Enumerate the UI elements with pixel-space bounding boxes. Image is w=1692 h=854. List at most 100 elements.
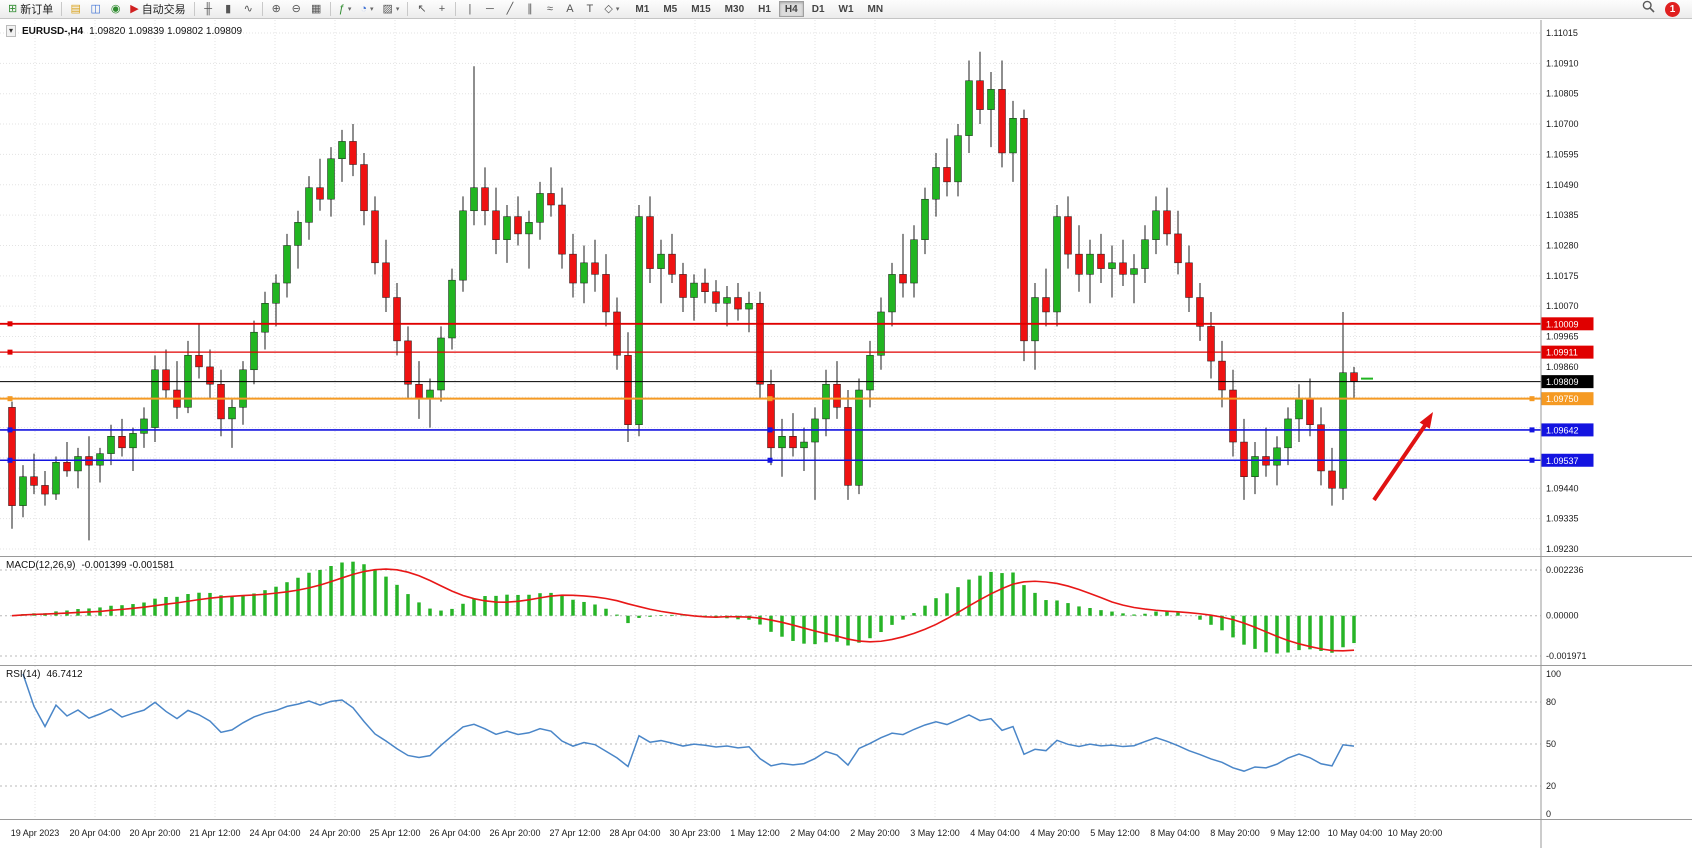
periods-button[interactable]: ◔ ▾ bbox=[356, 1, 377, 18]
candle bbox=[877, 311, 885, 356]
timeframe-m5[interactable]: M5 bbox=[657, 1, 683, 17]
axes[interactable]: 1.11015 1.10910 1.10805 1.10700 1.10595 1.104… bbox=[11, 28, 1587, 838]
shapes-button[interactable]: ◇ ▾ bbox=[600, 1, 623, 18]
candle bbox=[1097, 253, 1105, 269]
line-handle[interactable] bbox=[1529, 396, 1535, 402]
trendline-button[interactable]: ╱ bbox=[500, 1, 519, 18]
crosshair-button[interactable]: + bbox=[432, 1, 451, 18]
candle bbox=[206, 366, 214, 385]
chart-collapse-icon[interactable]: ▾ bbox=[6, 25, 17, 37]
line-handle[interactable] bbox=[767, 396, 773, 402]
data-window-button[interactable]: ◫ bbox=[86, 1, 105, 18]
rsi-panel[interactable] bbox=[0, 673, 1541, 787]
line-handle[interactable] bbox=[767, 427, 773, 433]
level-lines[interactable] bbox=[0, 321, 1541, 463]
candle bbox=[1108, 262, 1116, 269]
candle bbox=[1196, 297, 1204, 327]
auto-trading-button[interactable]: ▶ 自动交易 bbox=[126, 1, 189, 18]
trend-arrow-shaft[interactable] bbox=[1372, 422, 1428, 502]
candle bbox=[1031, 297, 1039, 342]
candle bbox=[1152, 210, 1160, 240]
candle bbox=[844, 407, 852, 486]
chart-area[interactable]: 1.11015 1.10910 1.10805 1.10700 1.10595 1.104… bbox=[0, 20, 1692, 854]
zoom-in-button[interactable]: ⊕ bbox=[267, 1, 286, 18]
indicators-button[interactable]: ƒ ▾ bbox=[335, 1, 356, 18]
candlestick-chart-button[interactable]: ▮ bbox=[219, 1, 238, 18]
new-order-icon: ⊞ bbox=[8, 2, 18, 15]
timeframe-buttons: M1 M5 M15 M30 H1 H4 D1 W1 MN bbox=[629, 1, 889, 17]
candle bbox=[833, 383, 841, 408]
line-handle[interactable] bbox=[7, 396, 13, 402]
rsi-axis-label: 80 bbox=[1546, 697, 1556, 707]
fibonacci-icon: ≈ bbox=[546, 2, 553, 15]
line-handle[interactable] bbox=[7, 321, 13, 327]
price-level-badge-label: 1.09642 bbox=[1546, 425, 1579, 435]
candle bbox=[52, 462, 60, 495]
fibonacci-button[interactable]: ≈ bbox=[540, 1, 559, 18]
line-chart-button[interactable]: ∿ bbox=[239, 1, 258, 18]
channel-button[interactable]: ∥ bbox=[520, 1, 539, 18]
line-handle[interactable] bbox=[7, 349, 13, 355]
candle bbox=[635, 216, 643, 425]
line-handle[interactable] bbox=[1529, 457, 1535, 463]
time-label: 27 Apr 12:00 bbox=[549, 828, 600, 838]
timeframe-d1[interactable]: D1 bbox=[806, 1, 831, 17]
text-button[interactable]: A bbox=[560, 1, 579, 18]
navigator-button[interactable]: ◉ bbox=[106, 1, 125, 18]
time-label: 20 Apr 20:00 bbox=[129, 828, 180, 838]
notification-badge[interactable]: 1 bbox=[1665, 1, 1680, 17]
candle bbox=[1317, 424, 1325, 472]
candlestick-series[interactable] bbox=[8, 51, 1358, 541]
candle bbox=[338, 141, 346, 159]
time-label: 3 May 12:00 bbox=[910, 828, 960, 838]
bar-chart-button[interactable]: ╫ bbox=[199, 1, 218, 18]
candle bbox=[1042, 297, 1050, 313]
candle bbox=[162, 369, 170, 391]
time-label: 19 Apr 2023 bbox=[11, 828, 60, 838]
search-icon[interactable] bbox=[1642, 0, 1655, 18]
templates-button[interactable]: ▨ ▾ bbox=[379, 1, 404, 18]
zoom-out-button[interactable]: ⊖ bbox=[287, 1, 306, 18]
tile-windows-button[interactable]: ▦ bbox=[307, 1, 326, 18]
time-label: 28 Apr 04:00 bbox=[609, 828, 660, 838]
timeframe-mn[interactable]: MN bbox=[862, 1, 890, 17]
time-label: 2 May 04:00 bbox=[790, 828, 840, 838]
time-label: 9 May 12:00 bbox=[1270, 828, 1320, 838]
candle bbox=[943, 167, 951, 183]
horizontal-line-button[interactable]: ─ bbox=[480, 1, 499, 18]
line-handle[interactable] bbox=[7, 457, 13, 463]
macd-panel[interactable] bbox=[0, 561, 1541, 657]
candle bbox=[217, 383, 225, 420]
time-label: 8 May 20:00 bbox=[1210, 828, 1260, 838]
cursor-button[interactable]: ↖ bbox=[412, 1, 431, 18]
new-order-button[interactable]: ⊞ 新订单 bbox=[4, 1, 57, 18]
vertical-line-button[interactable]: | bbox=[460, 1, 479, 18]
time-label: 25 Apr 12:00 bbox=[369, 828, 420, 838]
candle bbox=[679, 274, 687, 298]
line-handle[interactable] bbox=[767, 457, 773, 463]
timeframe-h1[interactable]: H1 bbox=[752, 1, 777, 17]
label-button[interactable]: T bbox=[580, 1, 599, 18]
timeframe-m1[interactable]: M1 bbox=[629, 1, 655, 17]
candle bbox=[591, 262, 599, 275]
trend-arrow-head[interactable] bbox=[1419, 412, 1433, 429]
market-watch-icon: ▤ bbox=[70, 2, 81, 15]
candle bbox=[74, 456, 82, 472]
candle bbox=[855, 389, 863, 486]
line-handle[interactable] bbox=[1529, 427, 1535, 433]
price-badges[interactable]: 1.10009 1.09911 1.09809 1.09750 1.09642 1.095… bbox=[1541, 317, 1594, 467]
market-watch-button[interactable]: ▤ bbox=[66, 1, 85, 18]
trend-arrow-annotation[interactable] bbox=[1372, 412, 1433, 502]
candle bbox=[1328, 470, 1336, 489]
timeframe-m30[interactable]: M30 bbox=[719, 1, 750, 17]
timeframe-m15[interactable]: M15 bbox=[685, 1, 716, 17]
shapes-icon: ◇ bbox=[604, 2, 613, 15]
line-handle[interactable] bbox=[7, 427, 13, 433]
price-level-badge bbox=[1541, 345, 1594, 359]
time-label: 5 May 12:00 bbox=[1090, 828, 1140, 838]
candle bbox=[30, 476, 38, 486]
timeframe-h4[interactable]: H4 bbox=[778, 1, 804, 17]
timeframe-w1[interactable]: W1 bbox=[833, 1, 860, 17]
rsi-axis-label: 100 bbox=[1546, 669, 1561, 679]
rsi-line bbox=[22, 673, 1355, 772]
